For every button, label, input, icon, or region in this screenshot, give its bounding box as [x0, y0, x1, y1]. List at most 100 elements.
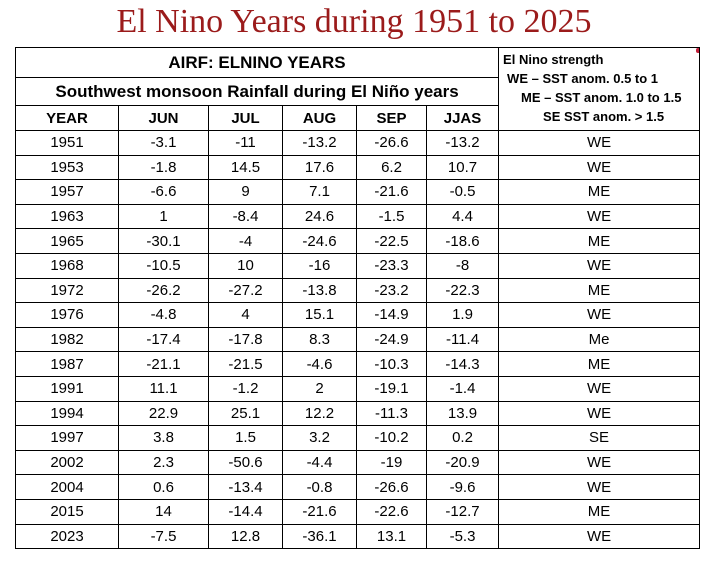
year-cell: 1953 — [15, 154, 119, 181]
table-row: 1953 -1.8 14.5 17.6 6.2 10.7 WE — [15, 154, 701, 181]
year-cell: 1965 — [15, 228, 119, 254]
rainfall-cell: 3.8 — [118, 425, 209, 451]
rainfall-cell: 0.6 — [118, 474, 209, 500]
rainfall-cell: -6.6 — [118, 179, 209, 205]
year-cell: 1997 — [15, 425, 119, 451]
rainfall-cell: -4.4 — [282, 449, 357, 476]
rainfall-cell: -20.9 — [425, 449, 500, 476]
strength-cell: WE — [498, 449, 701, 476]
strength-cell: WE — [498, 400, 701, 427]
strength-cell: WE — [498, 523, 701, 550]
strength-cell: ME — [498, 351, 701, 377]
rainfall-cell: -4.8 — [118, 302, 209, 328]
strength-cell: WE — [498, 154, 701, 181]
year-cell: 1991 — [15, 375, 119, 402]
rainfall-cell: 15.1 — [282, 302, 357, 328]
rainfall-cell: -7.5 — [118, 523, 209, 550]
rainfall-cell: -22.5 — [356, 228, 427, 254]
table-row: 1968 -10.5 10 -16 -23.3 -8 WE — [15, 252, 701, 279]
rainfall-cell: -50.6 — [208, 449, 283, 476]
rainfall-cell: 11.1 — [118, 375, 209, 402]
column-header: JUN — [118, 105, 209, 131]
corner-mark — [696, 48, 699, 53]
rainfall-cell: -1.2 — [208, 375, 283, 402]
rainfall-cell: 14.5 — [208, 154, 283, 181]
rainfall-cell: -14.3 — [425, 351, 500, 377]
rainfall-cell: -0.8 — [282, 474, 357, 500]
rainfall-cell: -21.5 — [208, 351, 283, 377]
rainfall-cell: 13.1 — [356, 523, 427, 550]
rainfall-cell: -13.4 — [208, 474, 283, 500]
rainfall-cell: -4 — [208, 228, 283, 254]
strength-cell: WE — [498, 203, 701, 230]
rainfall-cell: -0.5 — [425, 179, 500, 205]
table-row: 1976 -4.8 4 15.1 -14.9 1.9 WE — [15, 302, 701, 328]
column-header: YEAR — [15, 105, 119, 131]
strength-legend: El Nino strength WE – SST anom. 0.5 to 1… — [498, 47, 701, 131]
rainfall-cell: -22.6 — [356, 498, 427, 525]
rainfall-cell: -26.6 — [356, 130, 427, 156]
rainfall-cell: -11.4 — [425, 326, 500, 353]
strength-cell: WE — [498, 474, 701, 500]
rainfall-cell: -9.6 — [425, 474, 500, 500]
table-row: 1972 -26.2 -27.2 -13.8 -23.2 -22.3 ME — [15, 277, 701, 304]
rainfall-cell: -14.4 — [208, 498, 283, 525]
rainfall-cell: 1.9 — [425, 302, 500, 328]
strength-cell: WE — [498, 375, 701, 402]
table-row: 2004 0.6 -13.4 -0.8 -26.6 -9.6 WE — [15, 474, 701, 500]
rainfall-cell: -21.6 — [282, 498, 357, 525]
rainfall-cell: 12.8 — [208, 523, 283, 550]
rainfall-cell: -17.4 — [118, 326, 209, 353]
rainfall-cell: -1.8 — [118, 154, 209, 181]
strength-cell: SE — [498, 425, 701, 451]
rainfall-cell: -16 — [282, 252, 357, 279]
strength-cell: WE — [498, 302, 701, 328]
elnino-rainfall-table: AIRF: ELNINO YEARS El Nino strength WE –… — [14, 47, 701, 550]
year-cell: 1968 — [15, 252, 119, 279]
strength-legend-we: WE – SST anom. 0.5 to 1 — [507, 71, 659, 86]
strength-cell: WE — [498, 252, 701, 279]
rainfall-cell: -24.9 — [356, 326, 427, 353]
strength-cell: ME — [498, 179, 701, 205]
rainfall-cell: 1.5 — [208, 425, 283, 451]
year-cell: 1951 — [15, 130, 119, 156]
rainfall-cell: 10.7 — [425, 154, 500, 181]
rainfall-cell: -11.3 — [356, 400, 427, 427]
year-cell: 2002 — [15, 449, 119, 476]
rainfall-cell: 3.2 — [282, 425, 357, 451]
rainfall-cell: 24.6 — [282, 203, 357, 230]
strength-cell: Me — [498, 326, 701, 353]
rainfall-cell: -11 — [208, 130, 283, 156]
table-row: 1982 -17.4 -17.8 8.3 -24.9 -11.4 Me — [15, 326, 701, 353]
rainfall-cell: -13.2 — [425, 130, 500, 156]
rainfall-cell: -12.7 — [425, 498, 500, 525]
rainfall-cell: -19.1 — [356, 375, 427, 402]
year-cell: 2015 — [15, 498, 119, 525]
rainfall-cell: 7.1 — [282, 179, 357, 205]
year-cell: 1957 — [15, 179, 119, 205]
rainfall-cell: -17.8 — [208, 326, 283, 353]
rainfall-cell: -21.6 — [356, 179, 427, 205]
year-cell: 1982 — [15, 326, 119, 353]
rainfall-cell: -10.5 — [118, 252, 209, 279]
rainfall-cell: -19 — [356, 449, 427, 476]
year-cell: 1963 — [15, 203, 119, 230]
table-row: 2023 -7.5 12.8 -36.1 13.1 -5.3 WE — [15, 523, 701, 550]
column-header: JJAS — [425, 105, 500, 131]
rainfall-cell: 17.6 — [282, 154, 357, 181]
rainfall-cell: 9 — [208, 179, 283, 205]
rainfall-cell: 4.4 — [425, 203, 500, 230]
rainfall-cell: 8.3 — [282, 326, 357, 353]
strength-cell: ME — [498, 228, 701, 254]
rainfall-cell: -4.6 — [282, 351, 357, 377]
table-row: 1991 11.1 -1.2 2 -19.1 -1.4 WE — [15, 375, 701, 402]
rainfall-cell: -30.1 — [118, 228, 209, 254]
rainfall-cell: -5.3 — [425, 523, 500, 550]
rainfall-cell: -26.6 — [356, 474, 427, 500]
table-row: 1994 22.9 25.1 12.2 -11.3 13.9 WE — [15, 400, 701, 427]
rainfall-cell: 13.9 — [425, 400, 500, 427]
rainfall-cell: -27.2 — [208, 277, 283, 304]
rainfall-cell: -1.5 — [356, 203, 427, 230]
rainfall-cell: -24.6 — [282, 228, 357, 254]
rainfall-cell: 12.2 — [282, 400, 357, 427]
